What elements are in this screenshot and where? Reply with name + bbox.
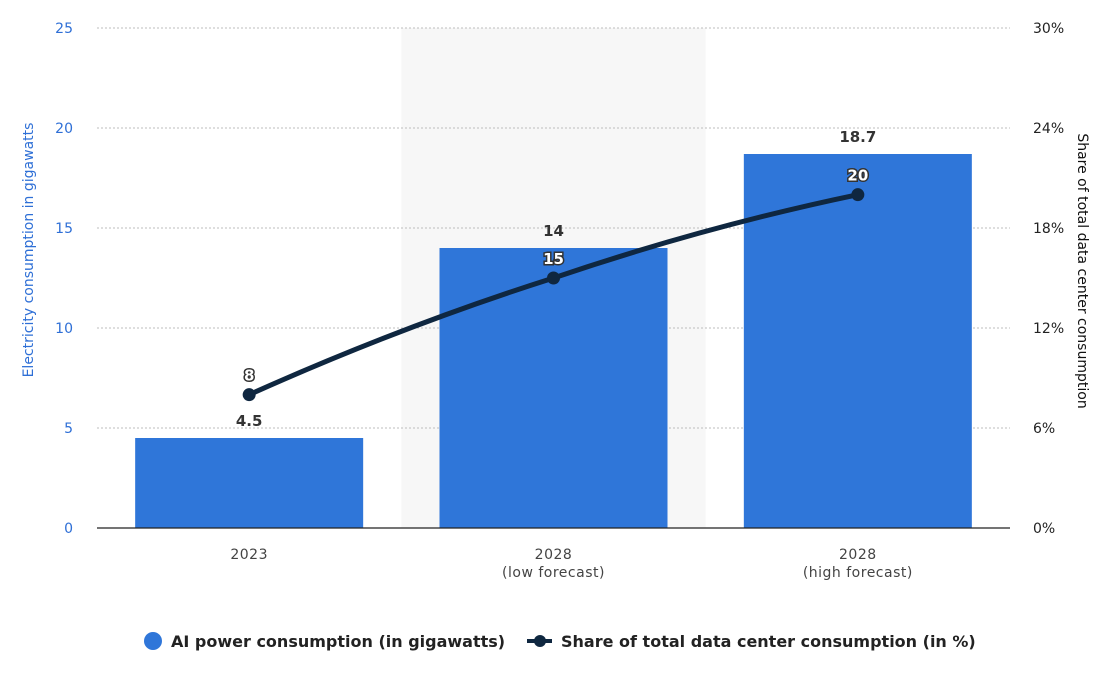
x-tick-label: (high forecast)	[803, 565, 913, 581]
left-tick-label: 15	[55, 221, 73, 237]
bar-value-label: 18.7	[839, 128, 876, 146]
line-value-label: 15	[543, 250, 564, 268]
left-tick-label: 0	[64, 521, 73, 537]
x-tick-label: 2028	[535, 547, 573, 563]
line-point	[547, 271, 560, 285]
legend-line-label: Share of total data center consumption (…	[561, 632, 976, 651]
line-point	[242, 388, 256, 402]
x-tick-label: 2023	[230, 547, 268, 563]
left-tick-label: 5	[64, 421, 73, 437]
bar	[439, 248, 668, 528]
right-axis-title: Share of total data center consumption	[1074, 133, 1090, 408]
right-tick-label: 30%	[1033, 21, 1064, 37]
left-tick-label: 10	[55, 321, 73, 337]
right-tick-label: 18%	[1033, 221, 1064, 237]
legend-bar-label: AI power consumption (in gigawatts)	[171, 632, 505, 651]
line-point	[851, 188, 865, 202]
x-tick-label: (low forecast)	[502, 565, 605, 581]
right-tick-label: 12%	[1033, 321, 1064, 337]
line-value-label: 20	[847, 167, 868, 185]
right-tick-label: 6%	[1033, 421, 1055, 437]
left-tick-label: 25	[55, 21, 73, 37]
bar-value-label: 14	[543, 222, 564, 240]
legend-bar-marker	[144, 632, 162, 650]
right-tick-label: 0%	[1033, 521, 1055, 537]
left-axis-title: Electricity consumption in gigawatts	[21, 123, 37, 378]
left-tick-label: 20	[55, 121, 73, 137]
bar	[135, 438, 364, 528]
right-tick-label: 24%	[1033, 121, 1064, 137]
bar-value-label: 4.5	[236, 412, 263, 430]
bar	[743, 154, 972, 528]
x-tick-label: 2028	[839, 547, 877, 563]
legend-line-point	[534, 635, 546, 647]
line-value-label: 8	[244, 367, 254, 385]
